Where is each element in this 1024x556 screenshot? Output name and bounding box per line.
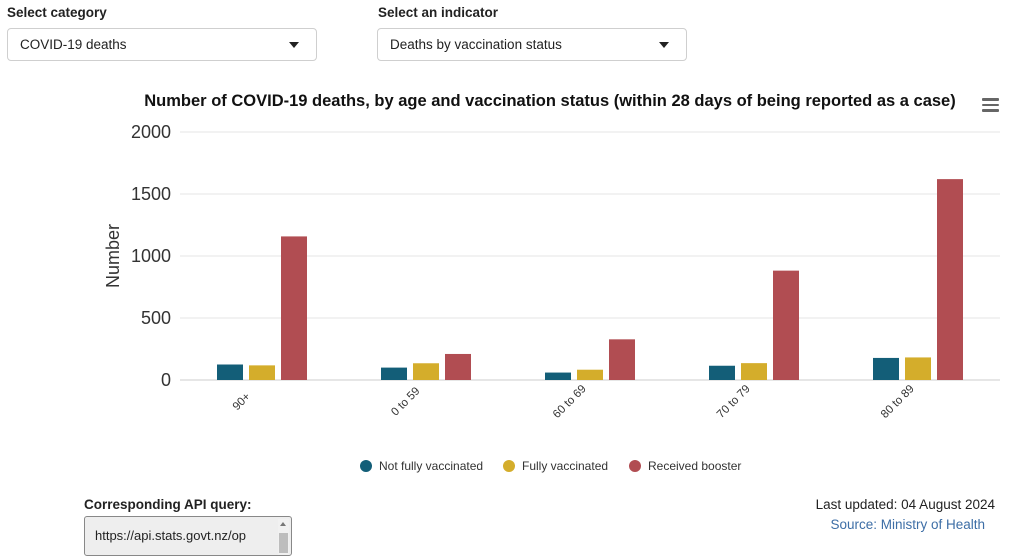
bar[interactable] <box>577 369 603 380</box>
x-tick-label: 80 to 89 <box>879 383 917 421</box>
bar[interactable] <box>249 365 275 380</box>
api-query-textarea[interactable]: https://api.stats.govt.nz/op <box>84 516 292 556</box>
source-link[interactable]: Source: Ministry of Health <box>830 517 985 532</box>
legend-dot-icon <box>629 460 641 472</box>
indicator-select[interactable]: Deaths by vaccination status <box>377 28 687 61</box>
bar[interactable] <box>609 339 635 380</box>
category-label: Select category <box>7 5 107 20</box>
hamburger-menu-icon[interactable] <box>982 98 999 112</box>
legend-label: Received booster <box>648 459 742 473</box>
bar[interactable] <box>413 363 439 380</box>
last-updated: Last updated: 04 August 2024 <box>815 497 995 512</box>
scrollbar[interactable] <box>278 519 289 555</box>
chart: 0 500 1000 1500 2000 Number 90+ 0 to 59 60 to 69… <box>103 122 1000 421</box>
indicator-select-value: Deaths by vaccination status <box>390 37 562 52</box>
legend-dot-icon <box>503 460 515 472</box>
legend-dot-icon <box>360 460 372 472</box>
bar[interactable] <box>905 357 931 380</box>
legend-label: Not fully vaccinated <box>379 459 484 473</box>
bar[interactable] <box>709 365 735 380</box>
legend-item-fully-vaccinated[interactable]: Fully vaccinated <box>503 459 608 473</box>
category-select[interactable]: COVID-19 deaths <box>7 28 317 61</box>
chart-title: Number of COVID-19 deaths, by age and va… <box>144 92 956 110</box>
api-query-text: https://api.stats.govt.nz/op <box>95 528 247 543</box>
legend-item-not-fully-vaccinated[interactable]: Not fully vaccinated <box>360 459 483 473</box>
scroll-up-arrow-icon[interactable] <box>280 522 286 526</box>
indicator-label: Select an indicator <box>378 5 499 20</box>
y-axis-label: Number <box>103 224 123 288</box>
y-tick-label: 500 <box>141 308 171 328</box>
bar[interactable] <box>773 270 799 380</box>
x-tick-label: 60 to 69 <box>551 383 589 421</box>
x-tick-label: 90+ <box>231 391 253 413</box>
chevron-down-icon <box>659 42 669 48</box>
bar[interactable] <box>217 364 243 381</box>
x-tick-label: 70 to 79 <box>715 383 753 421</box>
y-tick-label: 1000 <box>131 246 171 266</box>
bar[interactable] <box>873 357 899 380</box>
y-tick-label: 1500 <box>131 184 171 204</box>
bar[interactable] <box>937 179 963 380</box>
category-select-value: COVID-19 deaths <box>20 37 127 52</box>
bar[interactable] <box>281 236 307 380</box>
bar[interactable] <box>381 367 407 380</box>
api-query-label: Corresponding API query: <box>84 497 252 512</box>
y-tick-label: 0 <box>161 370 171 390</box>
scrollbar-thumb[interactable] <box>279 533 288 553</box>
bar[interactable] <box>445 353 471 380</box>
y-tick-label: 2000 <box>131 122 171 142</box>
legend-item-received-booster[interactable]: Received booster <box>629 459 741 473</box>
bar[interactable] <box>545 372 571 380</box>
bar[interactable] <box>741 363 767 380</box>
x-tick-label: 0 to 59 <box>389 385 422 418</box>
chevron-down-icon <box>289 42 299 48</box>
legend-label: Fully vaccinated <box>522 459 609 473</box>
